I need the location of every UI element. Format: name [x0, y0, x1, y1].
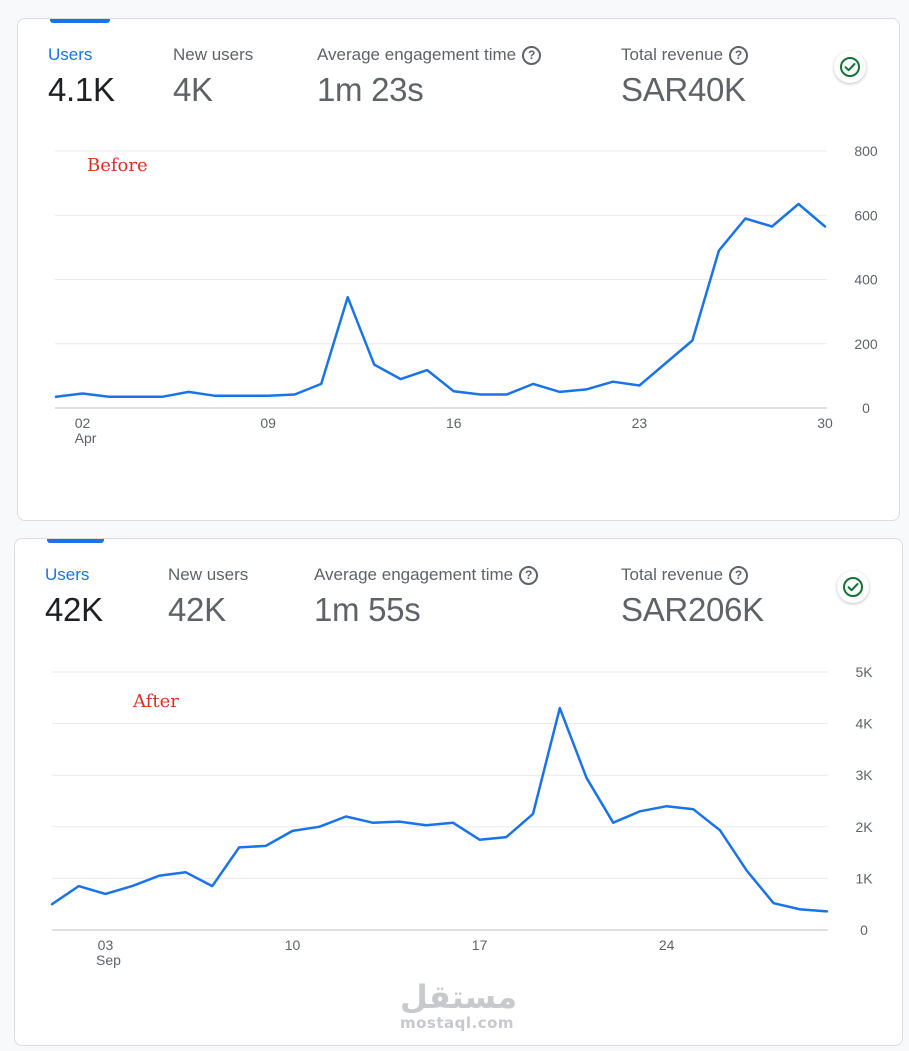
y-tick-label: 1K [855, 870, 873, 886]
watermark-arabic: مستقل [400, 978, 518, 1016]
help-icon[interactable]: ? [729, 45, 749, 65]
metric-value: SAR40K [621, 71, 746, 108]
metric-value: 1m 55s [314, 591, 421, 628]
metric-label: Total revenue [621, 565, 724, 584]
metric-label: Users [45, 565, 90, 584]
x-tick-label: 24 [659, 937, 675, 953]
status-check-badge[interactable] [837, 571, 869, 603]
series-line [54, 202, 827, 399]
help-icon[interactable]: ? [729, 565, 749, 585]
y-tick-label: 3K [855, 767, 873, 783]
x-tick-label: 23 [632, 415, 648, 431]
y-tick-label: 2K [855, 819, 873, 835]
metric-value: 42K [168, 591, 226, 628]
metric-value: 1m 23s [317, 71, 424, 108]
metric-label: Total revenue [621, 45, 724, 64]
y-tick-label: 4K [855, 716, 873, 732]
watermark-logo: مستقل mostaql.com [400, 978, 518, 1032]
active-tab-indicator [50, 19, 110, 23]
metric-value: 4K [173, 71, 213, 108]
chart-annotation: After [133, 691, 179, 712]
metric-label-row: Average engagement time ? [317, 45, 542, 65]
y-tick-label: 200 [854, 336, 878, 352]
metric-label-row: Average engagement time ? [314, 565, 539, 585]
y-tick-label: 800 [854, 143, 878, 159]
y-tick-label: 0 [860, 922, 868, 938]
metric-users-tab[interactable]: Users 42K [45, 565, 103, 629]
check-circle-icon [843, 577, 863, 597]
metric-value: SAR206K [621, 591, 764, 628]
x-tick-label: 30 [817, 415, 833, 431]
y-tick-label: 5K [855, 664, 873, 680]
metric-label: New users [173, 45, 254, 64]
x-tick-label: 16 [446, 415, 462, 431]
help-icon[interactable]: ? [522, 45, 542, 65]
metric-label: Average engagement time [317, 45, 517, 64]
y-tick-label: 0 [862, 400, 870, 416]
metric-users-tab[interactable]: Users 4.1K [48, 45, 115, 109]
x-tick-label: 02 [75, 415, 91, 431]
metric-label-row: Total revenue ? [621, 565, 764, 585]
metric-new-users-tab[interactable]: New users 42K [168, 565, 248, 629]
x-tick-sublabel: Sep [96, 952, 121, 968]
status-check-badge[interactable] [834, 51, 866, 83]
y-tick-label: 400 [854, 272, 878, 288]
metric-label: Average engagement time [314, 565, 514, 584]
metric-new-users-tab[interactable]: New users 4K [173, 45, 253, 109]
watermark-latin: mostaql.com [400, 1014, 515, 1032]
x-tick-label: 09 [260, 415, 276, 431]
analytics-card-before: Users 4.1K New users 4K Average engageme… [17, 18, 900, 521]
metric-revenue-tab[interactable]: Total revenue ? SAR40K [621, 45, 749, 109]
help-icon[interactable]: ? [519, 565, 539, 585]
y-tick-label: 600 [854, 207, 878, 223]
analytics-card-after: Users 42K New users 42K Average engageme… [14, 538, 903, 1046]
check-circle-icon [840, 57, 860, 77]
metric-engagement-time-tab[interactable]: Average engagement time ? 1m 55s [314, 565, 539, 629]
x-tick-label: 03 [98, 937, 114, 953]
x-tick-sublabel: Apr [75, 430, 97, 446]
active-tab-indicator [47, 539, 104, 543]
metric-value: 42K [45, 591, 103, 628]
metric-value: 4.1K [48, 71, 115, 108]
metric-label: Users [48, 45, 93, 64]
metric-engagement-time-tab[interactable]: Average engagement time ? 1m 23s [317, 45, 542, 109]
x-tick-label: 17 [472, 937, 488, 953]
metric-label: New users [168, 565, 249, 584]
series-line [50, 706, 829, 913]
chart-annotation: Before [87, 155, 148, 176]
metric-label-row: Total revenue ? [621, 45, 749, 65]
metric-revenue-tab[interactable]: Total revenue ? SAR206K [621, 565, 764, 629]
x-tick-label: 10 [285, 937, 301, 953]
